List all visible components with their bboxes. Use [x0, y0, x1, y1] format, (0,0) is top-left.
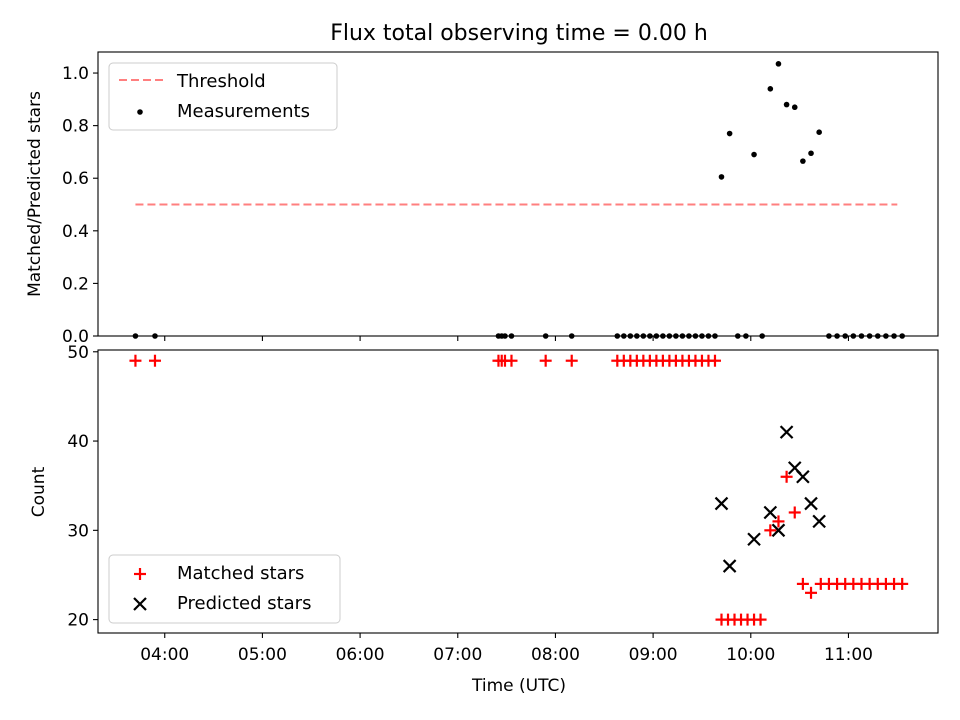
measurement-point — [775, 61, 782, 67]
figure-title: Flux total observing time = 0.00 h — [330, 21, 708, 46]
matched-star-point — [896, 577, 909, 590]
matched-star-point — [772, 515, 785, 528]
x-tick-label: 08:00 — [531, 645, 580, 665]
bottom-legend-frame — [108, 554, 341, 624]
predicted-star-point — [763, 505, 778, 520]
x-axis-label: Time (UTC) — [471, 676, 566, 696]
top-panel: 0.0 0.2 0.4 0.6 0.8 1.0 Matched/Predicted sta… — [25, 51, 939, 347]
measurement-point — [800, 158, 806, 164]
predicted-star-point — [722, 559, 737, 573]
x-tick-label: 11:00 — [824, 645, 873, 665]
matched-star-point — [148, 354, 161, 367]
matched-star-point — [805, 586, 818, 599]
top-y-axis-label: Matched/Predicted stars — [25, 91, 45, 297]
matched-star-point — [708, 354, 721, 367]
measurement-point — [791, 104, 798, 111]
predicted-star-point — [812, 514, 826, 529]
matched-star-point — [796, 577, 809, 590]
top-plot-frame — [97, 51, 939, 337]
predicted-star-point — [714, 496, 729, 511]
matched-star-point — [505, 354, 518, 367]
top-y-tick-label: 0.2 — [62, 274, 89, 294]
predicted-star-point — [796, 469, 810, 484]
predicted-star-point — [747, 532, 761, 547]
bottom-y-axis-label: Count — [29, 466, 49, 517]
matched-star-point — [754, 613, 767, 626]
predicted-star-point — [804, 496, 818, 511]
top-y-tick-label: 0.6 — [62, 169, 89, 189]
x-tick-label: 04:00 — [140, 645, 189, 665]
measurement-point — [726, 130, 733, 137]
legend-predicted-marker — [133, 597, 147, 611]
matched-star-point — [565, 354, 578, 367]
bottom-y-tick-label: 30 — [67, 521, 89, 541]
legend-x-mark — [133, 597, 147, 611]
matched-star-point — [129, 354, 142, 367]
bottom-y-tick-label: 20 — [67, 611, 89, 631]
bottom-panel: 20 30 40 50 04:00 05:00 06:00 07:00 08:00 09:00 1… — [29, 343, 939, 696]
top-y-tick-label: 1.0 — [62, 64, 89, 84]
x-tick-label: 07:00 — [433, 645, 482, 665]
legend-threshold-label: Threshold — [176, 71, 266, 92]
matched-star-point — [539, 354, 552, 367]
bottom-plot-frame — [97, 349, 939, 634]
top-y-tick-label: 0.0 — [62, 327, 89, 347]
bottom-legend: Matched stars Predicted stars — [108, 554, 341, 624]
top-legend: Threshold Measurements — [108, 62, 338, 131]
legend-predicted-label: Predicted stars — [177, 593, 311, 614]
predicted-star-point — [779, 425, 794, 439]
x-tick-label: 06:00 — [336, 645, 385, 665]
top-y-tick-label: 0.8 — [62, 117, 89, 137]
matched-star-point — [764, 524, 777, 537]
matched-star-point — [780, 470, 793, 483]
measurement-point — [767, 86, 774, 92]
x-tick-label: 10:00 — [726, 645, 775, 665]
measurement-point — [808, 150, 814, 157]
legend-measurements-label: Measurements — [177, 101, 310, 122]
x-tick-label: 05:00 — [238, 645, 287, 665]
matched-star-point — [788, 506, 801, 519]
top-y-tick-label: 0.4 — [62, 222, 89, 242]
measurement-point — [751, 151, 757, 158]
top-legend-frame — [108, 62, 338, 131]
legend-matched-marker — [134, 568, 146, 580]
x-tick-label: 09:00 — [629, 645, 678, 665]
bottom-y-tick-label: 50 — [67, 343, 89, 363]
legend-measurements-marker — [137, 109, 143, 115]
legend-matched-label: Matched stars — [177, 563, 304, 584]
legend-plus-mark — [134, 568, 146, 580]
measurement-point — [783, 101, 790, 108]
measurement-point — [718, 174, 725, 180]
bottom-y-tick-label: 40 — [67, 432, 89, 452]
measurement-point — [816, 129, 822, 136]
predicted-star-point — [771, 523, 786, 538]
